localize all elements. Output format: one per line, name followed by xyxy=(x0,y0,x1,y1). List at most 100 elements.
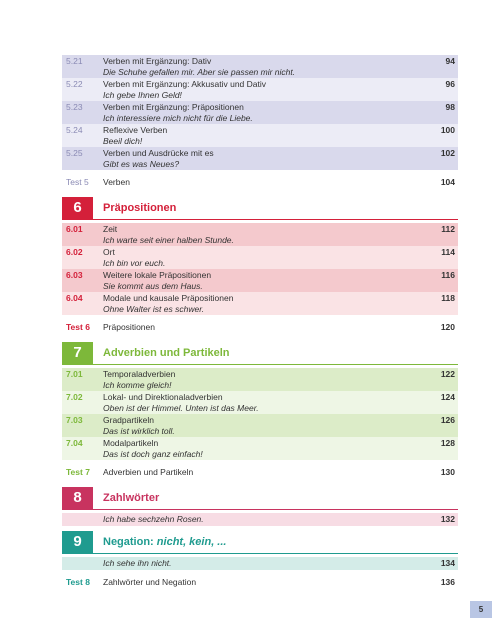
entry-example: Sie kommt aus dem Haus. xyxy=(103,281,203,291)
entry-title: Lokal- und Direktionaladverbien xyxy=(103,392,223,402)
entry-page: 128 xyxy=(440,438,455,448)
entry-number: 5.25 xyxy=(66,148,83,158)
section-header: 6 Präpositionen xyxy=(62,197,458,220)
test-label: Test 5 xyxy=(66,177,89,187)
entry-page: 100 xyxy=(440,125,455,135)
section-header: 9 Negation: nicht, kein, ... xyxy=(62,531,458,554)
entry-title: Modalpartikeln xyxy=(103,438,159,448)
section-title: Adverbien und Partikeln xyxy=(103,342,230,364)
test-title: Verben xyxy=(103,177,130,187)
toc-entry: 5.25 Verben und Ausdrücke mit es Gibt es w… xyxy=(62,147,458,170)
entry-title: Verben und Ausdrücke mit es xyxy=(103,148,214,158)
entry-page: 126 xyxy=(440,415,455,425)
entry-page: 122 xyxy=(440,369,455,379)
entry-example: Ich warte seit einer halben Stunde. xyxy=(103,235,234,245)
test-page: 130 xyxy=(440,467,455,477)
entry-example: Die Schuhe gefallen mir. Aber sie passen… xyxy=(103,67,296,77)
entry-number: 5.23 xyxy=(66,102,83,112)
entry-example: Ich sehe ihn nicht. xyxy=(103,558,172,568)
section-title-text: Negation: xyxy=(103,536,154,548)
entry-title: Verben mit Ergänzung: Präpositionen xyxy=(103,102,244,112)
entry-page: 116 xyxy=(441,270,455,280)
test-title: Adverbien und Partikeln xyxy=(103,467,194,477)
entry-example: Ich bin vor euch. xyxy=(103,258,166,268)
entry-title: Temporaladverbien xyxy=(103,369,176,379)
entry-number: 7.03 xyxy=(66,415,83,425)
entry-number: 5.21 xyxy=(66,56,83,66)
section-header: 7 Adverbien und Partikeln xyxy=(62,342,458,365)
toc-entry: 5.21 Verben mit Ergänzung: Dativ Die Schuh… xyxy=(62,55,458,78)
entry-example: Das ist doch ganz einfach! xyxy=(103,449,203,459)
entry-page: 98 xyxy=(445,102,455,112)
toc-entry: 7.02 Lokal- und Direktionaladverbien Oben … xyxy=(62,391,458,414)
test-entry: Test 6 Präpositionen 120 xyxy=(62,317,458,337)
entry-number: 7.04 xyxy=(66,438,83,448)
toc-entry: 7.01 Temporaladverbien Ich komme gleich! 12… xyxy=(62,368,458,391)
entry-title: Reflexive Verben xyxy=(103,125,168,135)
toc-entry: 6.04 Modale und kausale Präpositionen Ohne… xyxy=(62,292,458,315)
toc-entry: 7.03 Gradpartikeln Das ist wirklich toll. 1… xyxy=(62,414,458,437)
entry-number: 7.01 xyxy=(66,369,83,379)
toc-entry: 5.23 Verben mit Ergänzung: Präpositionen I… xyxy=(62,101,458,124)
entry-example: Beeil dich! xyxy=(103,136,143,146)
entry-title: Gradpartikeln xyxy=(103,415,155,425)
section-number: 7 xyxy=(62,342,93,364)
entry-title: Ort xyxy=(103,247,115,257)
section-title-emphasis: nicht, kein, ... xyxy=(156,536,227,548)
test-label: Test 7 xyxy=(66,467,90,477)
toc-entry: 6.01 Zeit Ich warte seit einer halben Stun… xyxy=(62,223,458,246)
section-title-text: Präpositionen xyxy=(103,202,177,214)
test-label: Test 8 xyxy=(66,577,90,587)
entry-page: 94 xyxy=(445,56,455,66)
entry-number: 7.02 xyxy=(66,392,83,402)
entry-example: Ich habe sechzehn Rosen. xyxy=(103,514,204,524)
entry-page: 118 xyxy=(441,293,455,303)
entry-number: 5.22 xyxy=(66,79,83,89)
entry-example: Ich gebe Ihnen Geld! xyxy=(103,90,182,100)
entry-title: Verben mit Ergänzung: Akkusativ und Dati… xyxy=(103,79,267,89)
entry-title: Weitere lokale Präpositionen xyxy=(103,270,212,280)
test-page: 104 xyxy=(440,177,455,187)
entry-example: Ich interessiere mich nicht für die Lieb… xyxy=(103,113,253,123)
entry-page: 124 xyxy=(440,392,455,402)
section-title-text: Zahlwörter xyxy=(103,492,160,504)
page-number: 5 xyxy=(470,601,492,618)
entry-page: 134 xyxy=(440,558,455,568)
test-title: Präpositionen xyxy=(103,322,155,332)
entry-number: 5.24 xyxy=(66,125,83,135)
toc-entry: Ich habe sechzehn Rosen. 132 xyxy=(62,513,458,526)
entry-number: 6.03 xyxy=(66,270,83,280)
test-page: 136 xyxy=(440,577,455,587)
entry-page: 132 xyxy=(440,514,455,524)
toc-entry: 5.24 Reflexive Verben Beeil dich! 100 xyxy=(62,124,458,147)
entry-title: Zeit xyxy=(103,224,118,234)
table-of-contents: 5.21 Verben mit Ergänzung: Dativ Die Schuh… xyxy=(62,55,458,592)
section-title: Negation: nicht, kein, ... xyxy=(103,531,226,553)
entry-number: 6.04 xyxy=(66,293,83,303)
entry-page: 114 xyxy=(441,247,455,257)
entry-page: 112 xyxy=(441,224,455,234)
entry-page: 96 xyxy=(445,79,455,89)
test-entry: Test 8 Zahlwörter und Negation 136 xyxy=(62,572,458,592)
entry-number: 6.01 xyxy=(66,224,83,234)
test-label: Test 6 xyxy=(66,322,90,332)
toc-entry: 6.02 Ort Ich bin vor euch. 114 xyxy=(62,246,458,269)
section-title: Präpositionen xyxy=(103,197,176,219)
entry-example: Gibt es was Neues? xyxy=(103,159,180,169)
entry-title: Verben mit Ergänzung: Dativ xyxy=(103,56,212,66)
test-entry: Test 5 Verben 104 xyxy=(62,172,458,192)
entry-example: Ich komme gleich! xyxy=(103,380,172,390)
test-page: 120 xyxy=(440,322,455,332)
entry-number: 6.02 xyxy=(66,247,83,257)
section-number: 6 xyxy=(62,197,93,219)
section-number: 8 xyxy=(62,487,93,509)
entry-example: Ohne Walter ist es schwer. xyxy=(103,304,205,314)
toc-entry: Ich sehe ihn nicht. 134 xyxy=(62,557,458,570)
entry-page: 102 xyxy=(440,148,455,158)
entry-example: Oben ist der Himmel. Unten ist das Meer. xyxy=(103,403,259,413)
toc-entry: 6.03 Weitere lokale Präpositionen Sie komm… xyxy=(62,269,458,292)
section-number: 9 xyxy=(62,531,93,553)
entry-title: Modale und kausale Präpositionen xyxy=(103,293,234,303)
section-title: Zahlwörter xyxy=(103,487,159,509)
